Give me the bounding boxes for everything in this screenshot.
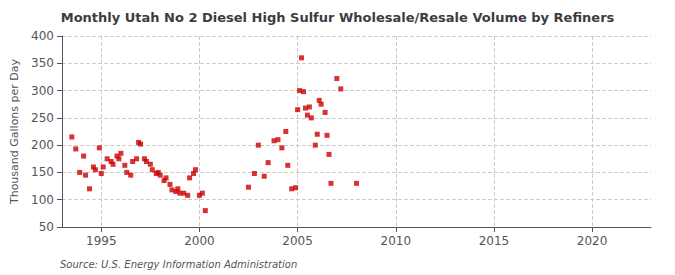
- svg-text:2005: 2005: [282, 234, 313, 248]
- svg-text:150: 150: [31, 165, 54, 179]
- svg-text:50: 50: [39, 220, 54, 234]
- svg-text:100: 100: [31, 193, 54, 207]
- svg-text:Source: U.S. Energy Informatio: Source: U.S. Energy Information Administ…: [60, 259, 297, 270]
- svg-text:2010: 2010: [380, 234, 411, 248]
- svg-text:2015: 2015: [479, 234, 510, 248]
- svg-text:400: 400: [31, 29, 54, 43]
- svg-text:350: 350: [31, 56, 54, 70]
- svg-text:Thousand Gallons per Day: Thousand Gallons per Day: [8, 58, 21, 205]
- svg-text:300: 300: [31, 84, 54, 98]
- svg-text:2020: 2020: [577, 234, 608, 248]
- svg-text:1995: 1995: [86, 234, 117, 248]
- svg-text:Monthly Utah No 2 Diesel High: Monthly Utah No 2 Diesel High Sulfur Who…: [61, 10, 615, 25]
- svg-text:2000: 2000: [184, 234, 215, 248]
- svg-text:250: 250: [31, 111, 54, 125]
- svg-text:200: 200: [31, 138, 54, 152]
